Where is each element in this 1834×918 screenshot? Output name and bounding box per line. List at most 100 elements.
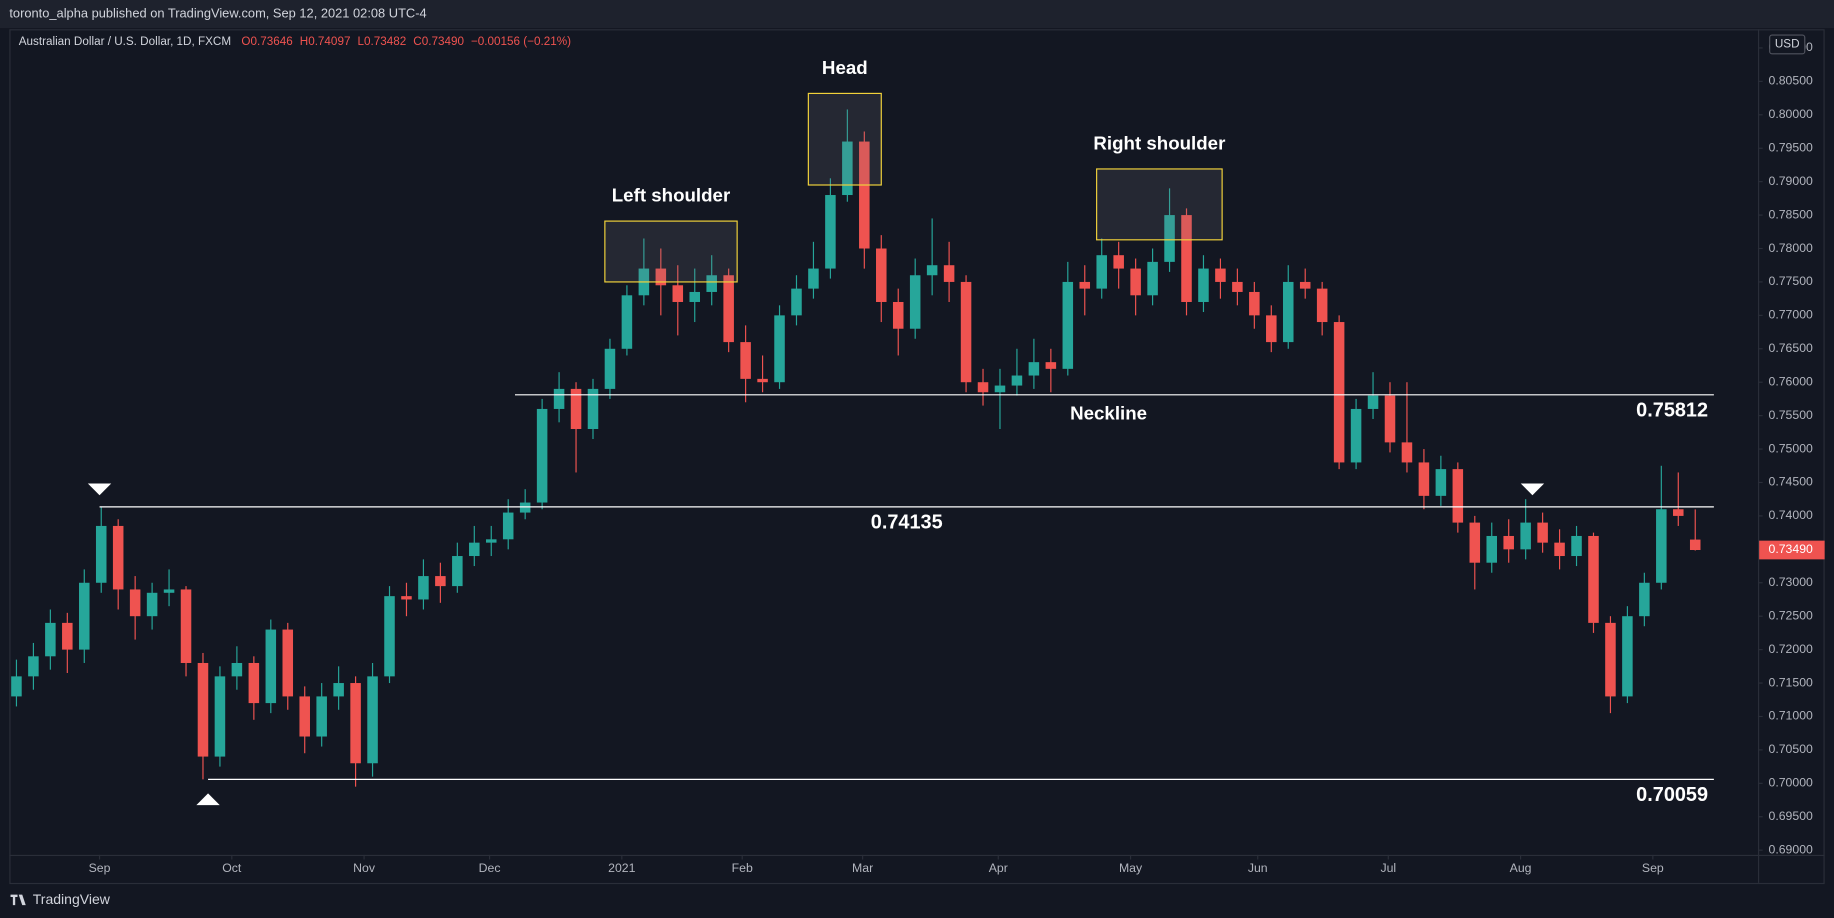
x-tick-label: Oct <box>222 861 242 875</box>
y-tick-label: 0.69500 <box>1769 809 1814 823</box>
brand-logo <box>10 894 26 906</box>
candle-body <box>1350 408 1362 463</box>
legend-value: H0.74097 <box>300 35 351 48</box>
candle-body <box>299 696 310 737</box>
candle-body <box>1045 362 1057 369</box>
candle-body <box>1503 535 1514 550</box>
x-tick-label: Sep <box>89 861 111 875</box>
x-tick-label: Dec <box>479 861 501 875</box>
candle-body <box>282 629 294 697</box>
candle-body <box>757 378 768 383</box>
candle-body <box>1282 281 1294 343</box>
level-label: 0.74135 <box>871 512 943 534</box>
candle-body <box>1367 395 1379 409</box>
y-tick-label: 0.69000 <box>1769 842 1814 856</box>
legend-value: C0.73490 <box>413 35 464 48</box>
candle-body <box>1130 268 1141 296</box>
currency: USD <box>1775 38 1800 51</box>
x-tick-label: 2021 <box>608 861 635 875</box>
candle-body <box>1232 281 1243 292</box>
candle-body <box>485 539 497 543</box>
candle-body <box>1028 362 1040 376</box>
x-tick-label: Sep <box>1642 861 1664 875</box>
candle-body <box>859 141 870 249</box>
candle-body <box>265 629 277 704</box>
candle-body <box>452 556 463 587</box>
candle-body <box>1181 215 1192 302</box>
published-note: toronto_alpha published on TradingView.c… <box>9 5 426 20</box>
pivot-marker <box>87 483 112 496</box>
candle-body <box>1384 395 1396 443</box>
candle-body <box>197 662 209 757</box>
candle-body <box>1147 261 1158 296</box>
candle-body <box>384 596 395 677</box>
top-bar <box>0 0 1834 29</box>
last-price-label: 0.73490 <box>1769 542 1814 556</box>
candle-body <box>587 388 599 430</box>
candle-body <box>1452 469 1464 523</box>
candle-body <box>316 696 327 737</box>
candle-body <box>621 295 633 349</box>
brand: TradingView <box>33 891 111 907</box>
candle-body <box>112 525 124 590</box>
candle-body <box>1164 215 1175 262</box>
candle-body <box>333 683 344 697</box>
y-tick-label: 0.77500 <box>1769 274 1814 288</box>
candle-body <box>469 542 480 557</box>
frame <box>9 29 1825 885</box>
pattern-box <box>604 220 738 283</box>
y-tick-label: 0.75000 <box>1769 441 1814 455</box>
candle-body <box>367 676 378 764</box>
candle-body <box>95 525 107 583</box>
candle-body <box>1520 522 1531 550</box>
legend-value: −0.00156 (−0.21%) <box>471 35 571 48</box>
x-tick-label: May <box>1119 861 1143 875</box>
x-tick-label: Nov <box>353 861 376 875</box>
candle-body <box>926 265 938 276</box>
candle-body <box>825 195 836 269</box>
candle-body <box>401 596 412 600</box>
candle-body <box>1249 291 1260 316</box>
candle-body <box>1113 255 1124 269</box>
candle-body <box>1605 622 1616 697</box>
candle-body <box>960 281 972 383</box>
x-tick-label: Jul <box>1380 861 1396 875</box>
level-label: 0.75812 <box>1636 399 1708 421</box>
pivot-marker <box>196 793 220 806</box>
candle-body <box>62 622 73 650</box>
x-tick-label: Jun <box>1248 861 1268 875</box>
level-label: 0.70059 <box>1636 784 1708 806</box>
candle-body <box>943 265 955 282</box>
y-tick-label: 0.78000 <box>1769 241 1814 255</box>
candle-body <box>1689 539 1701 551</box>
y-tick-label: 0.75500 <box>1769 408 1814 422</box>
last-price-tag <box>1759 540 1825 560</box>
candle-body <box>994 385 1006 393</box>
candle-body <box>45 622 56 657</box>
candle-body <box>1011 375 1023 386</box>
candle-body <box>536 408 548 503</box>
x-tick-label: Mar <box>852 861 873 875</box>
candle-body <box>1554 542 1565 557</box>
y-tick-label: 0.78500 <box>1769 207 1814 221</box>
candle-body <box>1333 322 1345 463</box>
x-tick-label: Feb <box>732 861 753 875</box>
candle-body <box>1401 442 1413 463</box>
legend-value: O0.73646 <box>241 35 292 48</box>
pivot-marker <box>1520 483 1545 496</box>
candle-body <box>1622 616 1633 697</box>
candle-body <box>1198 268 1209 302</box>
candle-body <box>553 388 565 409</box>
candle-body <box>248 662 260 704</box>
y-tick-label: 0.76500 <box>1769 341 1814 355</box>
candle-body <box>214 676 226 757</box>
y-tick-label: 0.77000 <box>1769 308 1814 322</box>
candle-body <box>129 589 141 617</box>
level-name: Neckline <box>1070 403 1147 424</box>
y-tick-label: 0.71000 <box>1769 709 1814 723</box>
candle-body <box>231 662 243 677</box>
candle-body <box>706 275 717 292</box>
pattern-box <box>1096 168 1223 241</box>
x-tick-label: Aug <box>1510 861 1532 875</box>
candle-body <box>1469 522 1481 563</box>
